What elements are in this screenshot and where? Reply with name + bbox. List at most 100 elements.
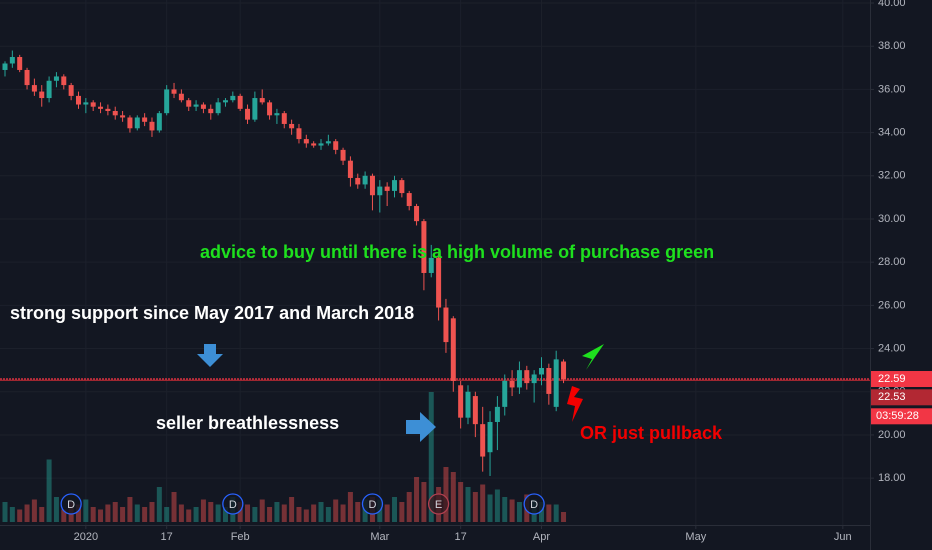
- volume-bar: [222, 507, 228, 522]
- candle-body: [428, 257, 434, 273]
- candle-body: [83, 102, 89, 105]
- event-label: D: [67, 499, 75, 511]
- volume-bar: [333, 499, 339, 522]
- candle-body: [531, 374, 537, 384]
- candle-body: [17, 57, 23, 70]
- volume-bar: [200, 499, 206, 522]
- candle-body: [458, 385, 464, 418]
- candle-body: [200, 104, 206, 109]
- volume-bar: [392, 497, 398, 522]
- candle-body: [259, 98, 265, 103]
- candle-body: [105, 108, 111, 112]
- volume-bar: [311, 504, 317, 522]
- y-tick-label: 20.00: [878, 429, 906, 441]
- candle-body: [333, 141, 339, 150]
- y-tick-label: 26.00: [878, 299, 906, 311]
- volume-bar: [61, 509, 67, 522]
- candle-body: [509, 380, 515, 388]
- candle-body: [399, 180, 405, 194]
- candle-body: [142, 117, 148, 122]
- y-tick-label: 40.00: [878, 0, 906, 9]
- candle-body: [480, 424, 486, 457]
- candle-body: [377, 186, 383, 196]
- volume-bar: [465, 487, 471, 522]
- volume-bar: [421, 482, 427, 522]
- candle-body: [494, 406, 500, 422]
- candle-body: [98, 106, 104, 109]
- candle-body: [436, 257, 442, 308]
- volume-bar: [443, 467, 449, 522]
- price-label-box: [871, 371, 932, 388]
- volume-bar: [245, 504, 251, 522]
- candle-body: [186, 100, 192, 107]
- candle-body: [171, 89, 177, 94]
- annotation: strong support since May 2017 and March …: [10, 303, 414, 323]
- volume-bar: [134, 504, 140, 522]
- event-label: E: [435, 499, 442, 511]
- x-tick-label: May: [685, 531, 706, 543]
- candle-body: [369, 175, 375, 196]
- volume-bar: [561, 512, 567, 522]
- volume-bar: [546, 504, 552, 522]
- candle-body: [347, 160, 353, 178]
- candle-body: [9, 57, 15, 64]
- volume-bar: [186, 509, 192, 522]
- arrow-right: [406, 412, 436, 442]
- volume-bar: [289, 497, 295, 522]
- candle-body: [274, 113, 280, 116]
- candle-body: [208, 108, 214, 114]
- volume-bar: [259, 499, 265, 522]
- candle-body: [252, 98, 258, 120]
- candle-body: [112, 111, 118, 116]
- candle-body: [127, 117, 133, 129]
- candle-body: [392, 180, 398, 191]
- candle-body: [164, 89, 170, 114]
- volume-bar: [39, 507, 45, 522]
- candle-body: [24, 69, 30, 86]
- candle-body: [222, 100, 228, 103]
- y-tick-label: 36.00: [878, 83, 906, 95]
- candle-body: [31, 85, 37, 92]
- volume-bar: [406, 492, 412, 522]
- candle-body: [487, 421, 493, 453]
- volume-bar: [487, 494, 493, 522]
- candle-body: [39, 91, 45, 99]
- candle-body: [237, 95, 243, 109]
- volume-bar: [502, 497, 508, 522]
- volume-bar: [281, 504, 287, 522]
- volume-bar: [267, 507, 273, 522]
- candle-body: [245, 108, 251, 120]
- candle-body: [267, 102, 273, 116]
- y-tick-label: 24.00: [878, 342, 906, 354]
- volume-bar: [318, 502, 324, 522]
- volume-bar: [171, 492, 177, 522]
- y-tick-label: 34.00: [878, 127, 906, 139]
- candle-body: [561, 361, 567, 380]
- volume-bar: [149, 502, 155, 522]
- volume-bar: [2, 502, 8, 522]
- candle-body: [406, 193, 412, 207]
- volume-bar: [83, 499, 89, 522]
- event-label: D: [229, 499, 237, 511]
- y-tick-label: 32.00: [878, 170, 906, 182]
- volume-bar: [480, 484, 486, 522]
- candle-body: [281, 113, 287, 124]
- volume-bar: [252, 507, 258, 522]
- candle-body: [75, 95, 81, 105]
- candle-body: [178, 93, 184, 101]
- volume-bar: [399, 502, 405, 522]
- volume-bar: [384, 504, 390, 522]
- volume-bar: [9, 507, 15, 522]
- volume-bar: [105, 504, 111, 522]
- candle-body: [215, 102, 221, 114]
- volume-bar: [193, 507, 199, 522]
- candle-body: [325, 141, 331, 144]
- candle-body: [546, 367, 552, 394]
- x-tick-label: 17: [161, 531, 173, 543]
- candle-body: [289, 123, 295, 129]
- candle-body: [465, 391, 471, 418]
- x-tick-label: Jun: [834, 531, 852, 543]
- volume-bar: [303, 509, 309, 522]
- y-tick-label: 30.00: [878, 213, 906, 225]
